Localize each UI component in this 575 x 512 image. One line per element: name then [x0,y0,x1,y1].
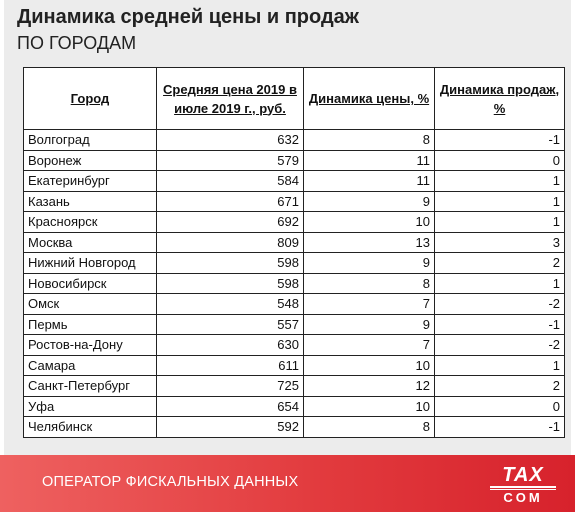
table-row: Омск 548 7 -2 [23,293,565,315]
cell-price-change: 9 [303,313,435,335]
table-row: Ростов-на-Дону 630 7 -2 [23,334,565,356]
cell-price-change: 7 [303,293,435,315]
cell-city: Ростов-на-Дону [23,334,157,356]
cell-city: Новосибирск [23,272,157,294]
cell-city: Красноярск [23,211,157,233]
column-header-sales-change: Динамика продаж, % [434,67,565,130]
cell-sales-change: -1 [434,313,565,335]
cell-avg-price: 654 [156,395,304,417]
page-title: Динамика средней цены и продаж [17,6,359,28]
cell-sales-change: 3 [434,231,565,253]
logo-divider [490,486,556,488]
logo-text-top: TAX [502,464,544,486]
cell-avg-price: 548 [156,293,304,315]
cell-sales-change: 2 [434,375,565,397]
column-header-price: Средняя цена 2019 в июле 2019 г., руб. [156,67,304,130]
table-row: Самара 611 10 1 [23,354,565,376]
table-row: Казань 671 9 1 [23,190,565,212]
footer-text: ОПЕРАТОР ФИСКАЛЬНЫХ ДАННЫХ [42,474,299,490]
cell-city: Москва [23,231,157,253]
column-header-price-change: Динамика цены, % [303,67,435,130]
cell-sales-change: 1 [434,354,565,376]
cell-city: Санкт-Петербург [23,375,157,397]
cell-avg-price: 692 [156,211,304,233]
cell-city: Воронеж [23,149,157,171]
cell-sales-change: 1 [434,211,565,233]
cell-price-change: 10 [303,395,435,417]
cell-city: Екатеринбург [23,170,157,192]
cell-city: Омск [23,293,157,315]
cell-price-change: 10 [303,211,435,233]
cell-sales-change: 0 [434,149,565,171]
cell-avg-price: 611 [156,354,304,376]
cell-sales-change: 0 [434,395,565,417]
cell-avg-price: 725 [156,375,304,397]
table-row: Москва 809 13 3 [23,231,565,253]
cell-price-change: 9 [303,252,435,274]
table-row: Новосибирск 598 8 1 [23,272,565,294]
content-panel: Динамика средней цены и продаж ПО ГОРОДА… [4,0,571,455]
cell-city: Уфа [23,395,157,417]
table-body: Волгоград 632 8 -1 Воронеж 579 11 0 Екатеринбург… [23,129,565,438]
cell-sales-change: 1 [434,170,565,192]
cell-price-change: 10 [303,354,435,376]
cell-price-change: 8 [303,272,435,294]
cell-price-change: 8 [303,416,435,438]
cell-avg-price: 809 [156,231,304,253]
cell-sales-change: -2 [434,293,565,315]
cell-avg-price: 632 [156,129,304,151]
cell-city: Волгоград [23,129,157,151]
cell-city: Челябинск [23,416,157,438]
cell-city: Нижний Новгород [23,252,157,274]
cell-city: Пермь [23,313,157,335]
page-subtitle: ПО ГОРОДАМ [17,33,137,53]
table-row: Волгоград 632 8 -1 [23,129,565,151]
table-row: Уфа 654 10 0 [23,395,565,417]
cell-avg-price: 671 [156,190,304,212]
table-row: Красноярск 692 10 1 [23,211,565,233]
table-row: Екатеринбург 584 11 1 [23,170,565,192]
cell-sales-change: -2 [434,334,565,356]
cell-city: Казань [23,190,157,212]
cell-avg-price: 598 [156,252,304,274]
column-header-city: Город [23,67,157,130]
cell-avg-price: 598 [156,272,304,294]
cell-sales-change: 1 [434,190,565,212]
cell-avg-price: 579 [156,149,304,171]
cell-city: Самара [23,354,157,376]
cell-price-change: 7 [303,334,435,356]
cell-price-change: 11 [303,149,435,171]
table-row: Воронеж 579 11 0 [23,149,565,171]
cell-sales-change: -1 [434,129,565,151]
cell-price-change: 9 [303,190,435,212]
cell-sales-change: 2 [434,252,565,274]
cell-price-change: 8 [303,129,435,151]
cell-sales-change: 1 [434,272,565,294]
table-header-row: Город Средняя цена 2019 в июле 2019 г., … [23,67,565,130]
cell-price-change: 13 [303,231,435,253]
cell-price-change: 11 [303,170,435,192]
table-row: Челябинск 592 8 -1 [23,416,565,438]
table-row: Пермь 557 9 -1 [23,313,565,335]
cell-sales-change: -1 [434,416,565,438]
cell-price-change: 12 [303,375,435,397]
cell-avg-price: 592 [156,416,304,438]
price-table: Город Средняя цена 2019 в июле 2019 г., … [23,67,565,438]
cell-avg-price: 630 [156,334,304,356]
taxcom-logo: TAX COM [484,465,562,505]
cell-avg-price: 557 [156,313,304,335]
logo-text-bottom: COM [490,489,556,505]
table-row: Нижний Новгород 598 9 2 [23,252,565,274]
table-row: Санкт-Петербург 725 12 2 [23,375,565,397]
footer-banner: ОПЕРАТОР ФИСКАЛЬНЫХ ДАННЫХ TAX COM [0,455,575,512]
cell-avg-price: 584 [156,170,304,192]
